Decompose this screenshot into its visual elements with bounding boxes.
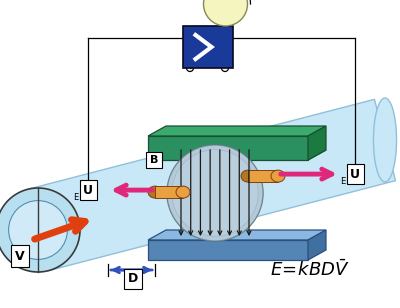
Ellipse shape bbox=[148, 186, 162, 198]
Circle shape bbox=[186, 64, 194, 71]
Text: E: E bbox=[340, 176, 346, 186]
Polygon shape bbox=[308, 230, 326, 260]
Circle shape bbox=[167, 145, 263, 241]
Circle shape bbox=[172, 150, 258, 236]
Text: $E\!=\!kBD\bar{V}$: $E\!=\!kBD\bar{V}$ bbox=[270, 260, 350, 280]
Bar bbox=[248, 170, 278, 182]
Circle shape bbox=[167, 145, 263, 241]
Polygon shape bbox=[148, 240, 308, 260]
Text: U: U bbox=[83, 184, 93, 197]
Text: D: D bbox=[128, 273, 138, 286]
Circle shape bbox=[0, 188, 80, 272]
Text: B: B bbox=[150, 155, 158, 165]
Ellipse shape bbox=[271, 170, 285, 182]
Polygon shape bbox=[148, 136, 308, 160]
Bar bbox=[182, 26, 232, 68]
Text: U: U bbox=[350, 168, 360, 180]
Text: V: V bbox=[15, 249, 25, 262]
Text: E: E bbox=[73, 192, 79, 202]
Ellipse shape bbox=[176, 186, 190, 198]
Circle shape bbox=[204, 0, 248, 26]
Polygon shape bbox=[28, 99, 396, 271]
Polygon shape bbox=[308, 126, 326, 160]
Polygon shape bbox=[148, 150, 326, 160]
Ellipse shape bbox=[374, 98, 396, 182]
Bar bbox=[155, 186, 183, 198]
Circle shape bbox=[9, 201, 67, 259]
Polygon shape bbox=[148, 126, 326, 136]
Polygon shape bbox=[148, 230, 326, 240]
Ellipse shape bbox=[241, 170, 255, 182]
Circle shape bbox=[222, 64, 228, 71]
